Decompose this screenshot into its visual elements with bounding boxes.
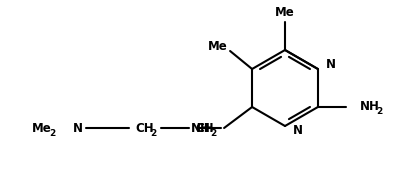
Text: 2: 2 bbox=[376, 108, 382, 116]
Text: N: N bbox=[73, 122, 83, 135]
Text: Me: Me bbox=[208, 41, 228, 54]
Text: 2: 2 bbox=[49, 129, 55, 139]
Text: 2: 2 bbox=[150, 129, 156, 139]
Text: N: N bbox=[326, 58, 336, 71]
Text: 2: 2 bbox=[210, 129, 216, 139]
Text: Me: Me bbox=[275, 6, 295, 19]
Text: N: N bbox=[293, 123, 303, 136]
Text: NH: NH bbox=[191, 122, 211, 135]
Text: CH: CH bbox=[196, 122, 214, 135]
Text: NH: NH bbox=[360, 101, 380, 114]
Text: CH: CH bbox=[136, 122, 154, 135]
Text: Me: Me bbox=[32, 122, 52, 135]
